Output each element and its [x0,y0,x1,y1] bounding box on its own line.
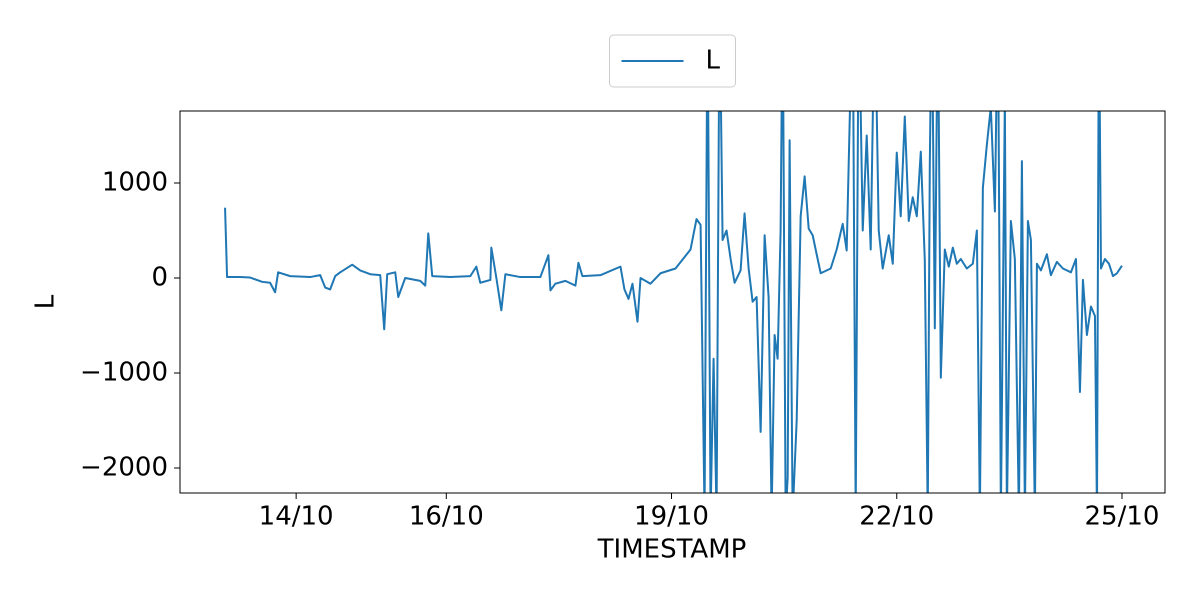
y-axis-label: L [31,294,61,309]
x-tick-label: 25/10 [1085,502,1160,532]
y-tick-label: −2000 [80,453,168,483]
legend-label: L [706,46,721,76]
plot-area [224,111,1123,493]
x-tick-label: 19/10 [634,502,709,532]
x-tick-label: 22/10 [859,502,934,532]
plot-frame [179,110,1166,494]
data-line [224,111,1123,493]
x-axis-label: TIMESTAMP [597,535,747,565]
y-tick-label: 0 [151,263,168,293]
x-tick-label: 16/10 [409,502,484,532]
x-tick-label: 14/10 [259,502,334,532]
y-tick-label: 1000 [102,168,168,198]
y-tick-label: −1000 [80,358,168,388]
